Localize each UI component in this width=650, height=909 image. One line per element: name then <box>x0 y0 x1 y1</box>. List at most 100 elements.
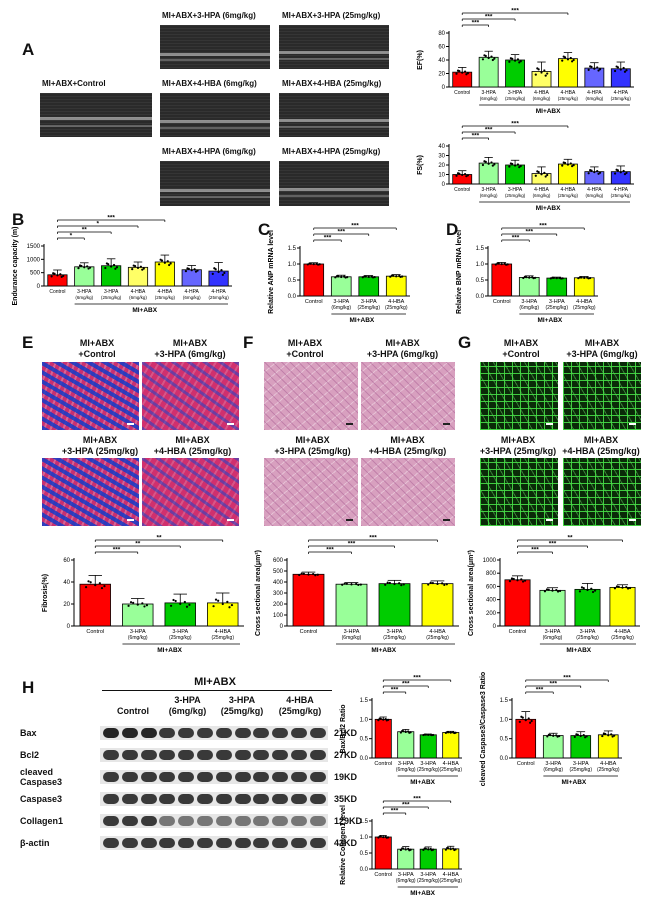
data-point <box>483 160 486 163</box>
data-point <box>453 848 456 852</box>
x-category-dose: (6mg/kg) <box>75 295 93 300</box>
sig-label: ** <box>156 535 162 542</box>
sig-label: ** <box>82 227 88 234</box>
data-point <box>363 275 366 278</box>
data-point <box>395 275 398 278</box>
data-point <box>393 582 396 586</box>
wb-band <box>309 772 326 782</box>
data-point <box>597 69 600 72</box>
wb-blot-row <box>100 770 328 784</box>
data-point <box>423 847 426 850</box>
wb-group-line <box>102 690 332 691</box>
data-point <box>399 731 402 734</box>
data-point <box>493 163 496 166</box>
y-tick-label: 1.5 <box>500 698 509 704</box>
data-point <box>508 580 512 583</box>
x-category-dose: (25mg/kg) <box>505 96 526 101</box>
data-point <box>623 70 627 73</box>
data-point <box>589 65 592 68</box>
group-label: MI+ABX <box>538 317 563 324</box>
wb-size-label: 129KD <box>334 816 363 826</box>
data-point <box>543 69 546 72</box>
data-point <box>214 598 218 601</box>
echo-image-3hpa-6 <box>160 25 270 69</box>
panel-letter-h: H <box>22 678 35 697</box>
bar-4-hba-25mg-kg <box>573 277 595 297</box>
bar-3-hpa-6mg-kg <box>74 266 95 287</box>
wb-band <box>140 838 157 848</box>
y-tick-label: 20 <box>438 163 445 169</box>
data-point <box>223 271 226 275</box>
sig-label: *** <box>326 547 334 554</box>
cross-he-ylabel: Cross sectional area(μm²) <box>255 550 262 636</box>
sig-label: ** <box>567 535 573 542</box>
x-category-dose: (6mg/kg) <box>533 193 551 198</box>
bar-control <box>79 583 111 627</box>
data-point <box>444 848 447 851</box>
y-tick-label: 0.5 <box>360 851 369 857</box>
wb-band <box>159 728 176 738</box>
data-point <box>139 265 143 268</box>
wb-band <box>178 750 195 760</box>
data-point <box>168 263 171 267</box>
wb-band <box>197 838 213 848</box>
x-category-label: Control <box>454 90 470 96</box>
x-category-label: 3-HPA <box>398 872 414 878</box>
data-point <box>546 173 549 177</box>
x-category-label: 3-HPA <box>333 299 349 305</box>
sig-label: *** <box>525 229 533 236</box>
wga-image-4hba-25 <box>563 458 641 526</box>
he-image-4hba-25 <box>361 458 455 526</box>
wb-size-label: 27KD <box>334 750 358 760</box>
x-category-label: 4-HBA <box>614 629 631 635</box>
bar-3-hpa-6mg-kg <box>478 162 499 185</box>
data-point <box>212 605 215 608</box>
data-point <box>596 170 599 173</box>
wb-band <box>121 772 138 782</box>
wb-band <box>215 750 232 760</box>
data-point <box>613 587 617 590</box>
data-point <box>578 276 581 279</box>
bar-3-hpa-25mg-kg <box>419 734 437 759</box>
data-point <box>593 67 596 70</box>
anp-ylabel: Relative ANP mRNA level <box>268 230 275 314</box>
wb-protein-label: cleaved Caspase3 <box>20 767 63 787</box>
data-point <box>89 581 92 584</box>
masson-image-4hba-25 <box>142 458 239 526</box>
masson-label-4hba-25: MI+ABX +4-HBA (25mg/kg) <box>153 435 232 456</box>
y-tick-label: 20 <box>438 72 445 78</box>
data-point <box>446 846 449 850</box>
data-point <box>544 74 547 77</box>
data-point <box>518 720 521 723</box>
x-category-label: Control <box>300 629 318 635</box>
data-point <box>174 599 177 603</box>
x-category-label: 3-HPA <box>420 761 436 767</box>
wga-label-control: MI+ABX +Control <box>502 338 540 359</box>
echo-label-control: MI+ABX+Control <box>42 79 106 88</box>
data-point <box>596 66 599 69</box>
wb-size-label: 35KD <box>334 794 358 804</box>
x-category-label: 3-HPA <box>580 629 596 635</box>
y-tick-label: 60 <box>438 45 445 51</box>
endurance-ylabel: Endurance capacity (m) <box>12 227 19 306</box>
group-label: MI+ABX <box>536 205 561 212</box>
data-point <box>555 588 558 592</box>
bar-4-hba-25mg-kg <box>385 275 407 297</box>
endurance-chart: Endurance capacity (m) 0 500 1000 1500 Contro… <box>12 215 232 314</box>
data-point <box>357 583 360 587</box>
x-category-label: 4-HBA <box>157 289 172 295</box>
data-point <box>408 849 411 852</box>
data-point <box>52 272 55 275</box>
data-point <box>551 589 554 592</box>
y-tick-label: 40 <box>438 58 445 64</box>
data-point <box>522 276 525 280</box>
collagen1-ylabel: Relative Collagen1 level <box>340 805 347 885</box>
data-point <box>340 275 343 279</box>
y-tick-label: 1.0 <box>288 262 297 268</box>
data-point <box>615 585 619 588</box>
x-category-dose: (6mg/kg) <box>396 767 416 773</box>
masson-label-control: MI+ABX +Control <box>78 338 116 359</box>
